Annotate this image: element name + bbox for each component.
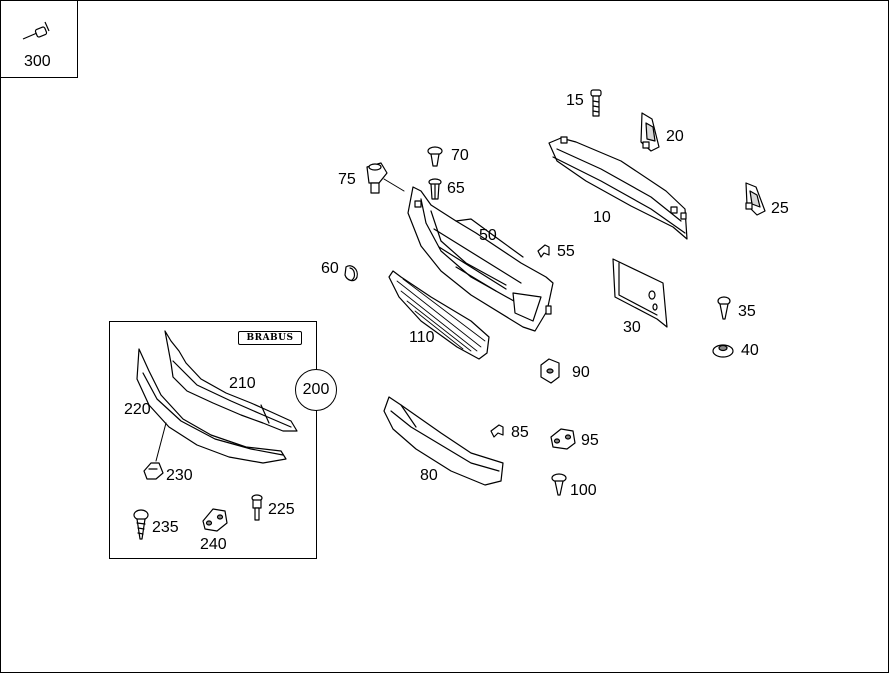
label-90: 90 xyxy=(572,364,590,381)
label-100: 100 xyxy=(570,482,597,499)
brabus-spoiler-lip-part xyxy=(164,330,298,432)
brabus-inset-box: BRABUS xyxy=(109,321,317,559)
clip-part-85 xyxy=(490,424,504,438)
label-65: 65 xyxy=(447,180,465,197)
nut-clip-part-90 xyxy=(540,358,560,384)
license-plate-holder-part xyxy=(612,258,668,328)
label-220: 220 xyxy=(124,401,151,418)
label-50: 50 xyxy=(479,227,497,244)
bolt-part-15 xyxy=(590,89,602,117)
label-240: 240 xyxy=(200,536,227,553)
label-235: 235 xyxy=(152,519,179,536)
legend-part-number: 300 xyxy=(24,53,51,70)
screw-part-100 xyxy=(551,473,567,496)
label-110: 110 xyxy=(409,329,435,346)
brabus-logo: BRABUS xyxy=(238,331,302,345)
label-30: 30 xyxy=(623,319,641,336)
label-10: 10 xyxy=(593,209,611,226)
screw-part-235 xyxy=(133,509,149,540)
label-70: 70 xyxy=(451,147,469,164)
fastener-part-75 xyxy=(366,162,405,194)
legend-box: 300 xyxy=(1,1,78,78)
mesh-grille-part xyxy=(388,270,490,360)
label-60: 60 xyxy=(321,260,339,277)
clip-part-230 xyxy=(143,462,164,480)
label-230: 230 xyxy=(166,467,193,484)
lower-spoiler-part xyxy=(383,396,504,486)
label-85: 85 xyxy=(511,424,529,441)
push-rivet-part-225 xyxy=(251,494,263,521)
label-20: 20 xyxy=(666,128,684,145)
bumper-reinforcement-part xyxy=(548,136,688,240)
bumper-grille-frame-part xyxy=(407,186,554,332)
label-225: 225 xyxy=(268,501,295,518)
nut-part-40 xyxy=(712,344,734,358)
screw-part-70 xyxy=(427,146,443,167)
label-15: 15 xyxy=(566,92,584,109)
brabus-lower-lip-part xyxy=(136,348,287,464)
bracket-clip-part-95 xyxy=(550,428,576,450)
label-55: 55 xyxy=(557,243,575,260)
push-rivet-part-65 xyxy=(428,178,442,200)
label-75: 75 xyxy=(338,171,356,188)
screw-part-35 xyxy=(717,296,731,320)
label-95: 95 xyxy=(581,432,599,449)
rivet-icon xyxy=(22,21,50,40)
bracket-part-20 xyxy=(640,112,660,152)
clip-part-55 xyxy=(537,244,550,258)
bracket-part-25 xyxy=(745,182,766,216)
label-80: 80 xyxy=(420,467,438,484)
label-25: 25 xyxy=(771,200,789,217)
label-35: 35 xyxy=(738,303,756,320)
assembly-number-badge: 200 xyxy=(295,369,337,411)
label-40: 40 xyxy=(741,342,759,359)
cap-part-60 xyxy=(344,265,358,282)
label-210: 210 xyxy=(229,375,256,392)
bracket-clip-part-240 xyxy=(202,508,228,532)
